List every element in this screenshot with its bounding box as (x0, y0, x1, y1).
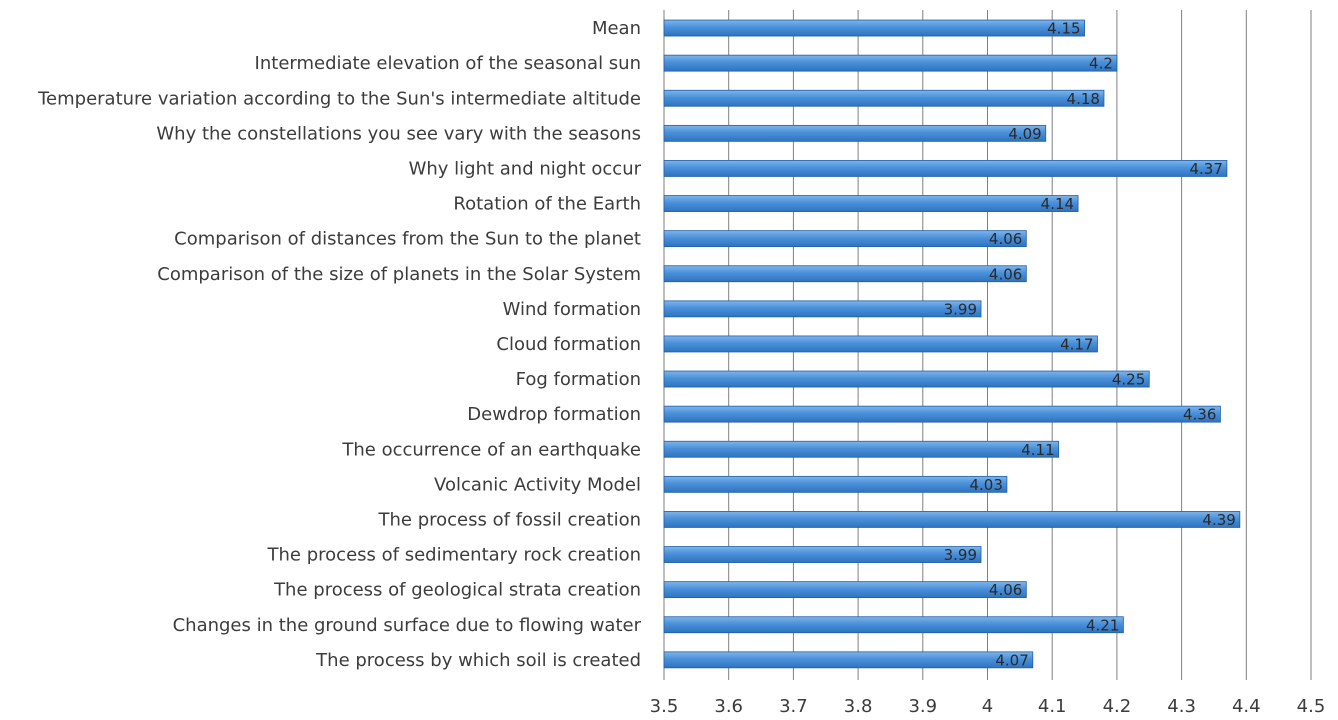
category-label: The occurrence of an earthquake (341, 439, 641, 460)
category-label: Cloud formation (496, 334, 641, 355)
data-label: 4.25 (1112, 371, 1145, 389)
category-label: Changes in the ground surface due to flo… (173, 615, 642, 636)
data-label: 4.07 (995, 651, 1028, 669)
category-label: Wind formation (503, 299, 641, 320)
x-tick-label: 3.6 (714, 696, 743, 717)
x-tick-label: 3.5 (650, 696, 679, 717)
data-label: 4.06 (989, 230, 1022, 248)
bar (663, 511, 1241, 528)
bar (663, 54, 1118, 72)
category-label: The process of geological strata creatio… (273, 580, 641, 601)
x-tick-label: 4 (982, 696, 993, 717)
data-label: 4.18 (1067, 90, 1100, 108)
data-label: 4.15 (1047, 20, 1080, 38)
data-label: 4.06 (989, 581, 1022, 599)
category-label: Comparison of the size of planets in the… (157, 264, 641, 285)
data-label: 4.39 (1202, 511, 1235, 529)
data-label: 4.11 (1021, 441, 1054, 459)
bar (663, 546, 982, 563)
x-tick-label: 3.8 (844, 696, 873, 717)
data-label: 4.17 (1060, 335, 1093, 353)
category-label: The process of fossil creation (378, 509, 641, 530)
data-label: 4.06 (989, 265, 1022, 283)
data-label: 4.37 (1189, 160, 1222, 178)
category-label: Mean (592, 18, 641, 39)
category-label: Intermediate elevation of the seasonal s… (255, 53, 641, 74)
bar (663, 124, 1047, 142)
category-label: Dewdrop formation (467, 404, 641, 425)
x-tick-label: 4.5 (1297, 696, 1326, 717)
data-label: 4.21 (1086, 616, 1119, 634)
category-label: Fog formation (516, 369, 641, 390)
data-label: 4.09 (1008, 125, 1041, 143)
x-axis-ticks: 3.5 3.6 3.7 3.8 3.9 4 4.1 4.2 4.3 4.4 4.5 (650, 696, 1326, 717)
x-tick-label: 3.7 (779, 696, 808, 717)
bar (663, 19, 1085, 37)
bar (663, 300, 982, 318)
category-label: Why light and night occur (409, 158, 642, 179)
category-label: Why the constellations you see vary with… (156, 123, 641, 144)
bar (663, 89, 1105, 107)
category-label: The process of sedimentary rock creation (267, 545, 641, 566)
bar (663, 230, 1027, 248)
data-label: 3.99 (944, 300, 977, 318)
bar (663, 581, 1027, 599)
category-label: Rotation of the Earth (453, 194, 641, 215)
data-label: 4.36 (1183, 406, 1216, 424)
category-label: Comparison of distances from the Sun to … (174, 229, 641, 250)
x-tick-label: 4.2 (1103, 696, 1132, 717)
data-label: 4.03 (970, 476, 1003, 494)
bar (663, 370, 1150, 388)
data-label: 3.99 (944, 546, 977, 564)
x-tick-label: 4.3 (1167, 696, 1196, 717)
bar (663, 265, 1027, 283)
bars (663, 19, 1241, 669)
bar (663, 651, 1034, 669)
x-tick-label: 4.1 (1038, 696, 1067, 717)
bar (663, 195, 1079, 212)
data-labels: 4.15 4.2 4.18 4.09 4.37 4.14 4.06 4.06 3.99 4.17 4… (944, 20, 1236, 670)
category-label: Volcanic Activity Model (434, 474, 641, 495)
category-label: The process by which soil is created (315, 650, 641, 671)
category-label: Temperature variation according to the S… (37, 88, 641, 109)
bar (663, 160, 1228, 177)
x-tick-label: 3.9 (908, 696, 937, 717)
category-labels: Mean Intermediate elevation of the season… (37, 18, 642, 671)
x-tick-label: 4.4 (1232, 696, 1261, 717)
bar (663, 475, 1008, 493)
data-label: 4.2 (1089, 55, 1113, 73)
data-label: 4.14 (1041, 195, 1074, 213)
bar (663, 616, 1124, 634)
bar (663, 335, 1098, 353)
bar (663, 440, 1060, 458)
bar (663, 405, 1221, 423)
